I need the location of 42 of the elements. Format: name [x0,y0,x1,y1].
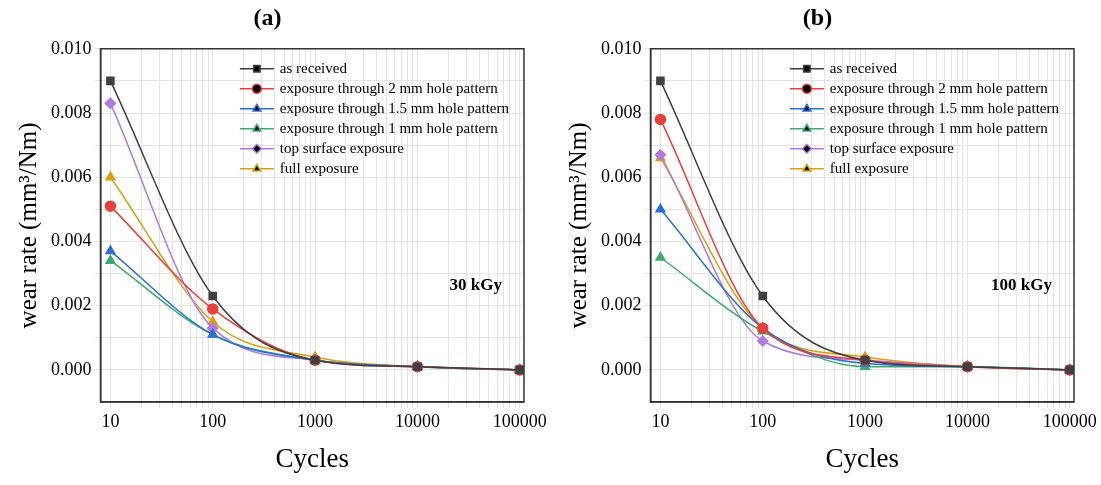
legend-label: full exposure [279,159,359,176]
y-tick-label: 0.002 [51,294,92,315]
y-tick-label: 0.008 [51,101,92,122]
y-tick-label: 0.008 [601,101,642,122]
legend-label: exposure through 1 mm hole pattern [279,119,499,136]
x-tick-label: 1000 [297,410,334,431]
y-axis-title: wear rate (mm³/Nm) [13,122,42,329]
chart-title: (b) [802,3,833,30]
y-tick-label: 0.006 [601,165,642,186]
legend-label: as received [279,59,348,76]
annotation: 100 kGy [991,274,1053,294]
legend-label: full exposure [829,159,909,176]
y-tick-label: 0.010 [51,37,92,58]
legend-label: exposure through 2 mm hole pattern [829,79,1049,96]
y-tick-label: 0.002 [601,294,642,315]
legend-label: top surface exposure [829,139,955,156]
x-tick-label: 10000 [944,410,990,431]
x-tick-label: 10 [651,410,670,431]
y-tick-label: 0.000 [601,358,642,379]
legend-label: top surface exposure [279,139,405,156]
annotation: 30 kGy [449,274,503,294]
x-tick-label: 10000 [394,410,440,431]
chart-title: (a) [253,3,282,30]
x-tick-label: 100 [749,410,777,431]
x-tick-label: 100000 [1042,410,1097,431]
x-tick-label: 100 [199,410,227,431]
y-tick-label: 0.010 [601,37,642,58]
x-tick-label: 1000 [847,410,884,431]
x-tick-label: 100000 [492,410,547,431]
y-tick-label: 0.006 [51,165,92,186]
y-tick-label: 0.004 [51,230,92,251]
x-axis-title: Cycles [275,442,349,473]
y-tick-label: 0.004 [601,230,642,251]
x-tick-label: 10 [101,410,120,431]
legend-label: exposure through 1.5 mm hole pattern [279,99,510,116]
legend-label: exposure through 1.5 mm hole pattern [829,99,1060,116]
x-axis-title: Cycles [825,442,899,473]
legend-label: exposure through 1 mm hole pattern [829,119,1049,136]
y-tick-label: 0.000 [51,358,92,379]
y-axis-title: wear rate (mm³/Nm) [563,122,592,329]
legend-label: as received [829,59,898,76]
legend-label: exposure through 2 mm hole pattern [279,79,499,96]
